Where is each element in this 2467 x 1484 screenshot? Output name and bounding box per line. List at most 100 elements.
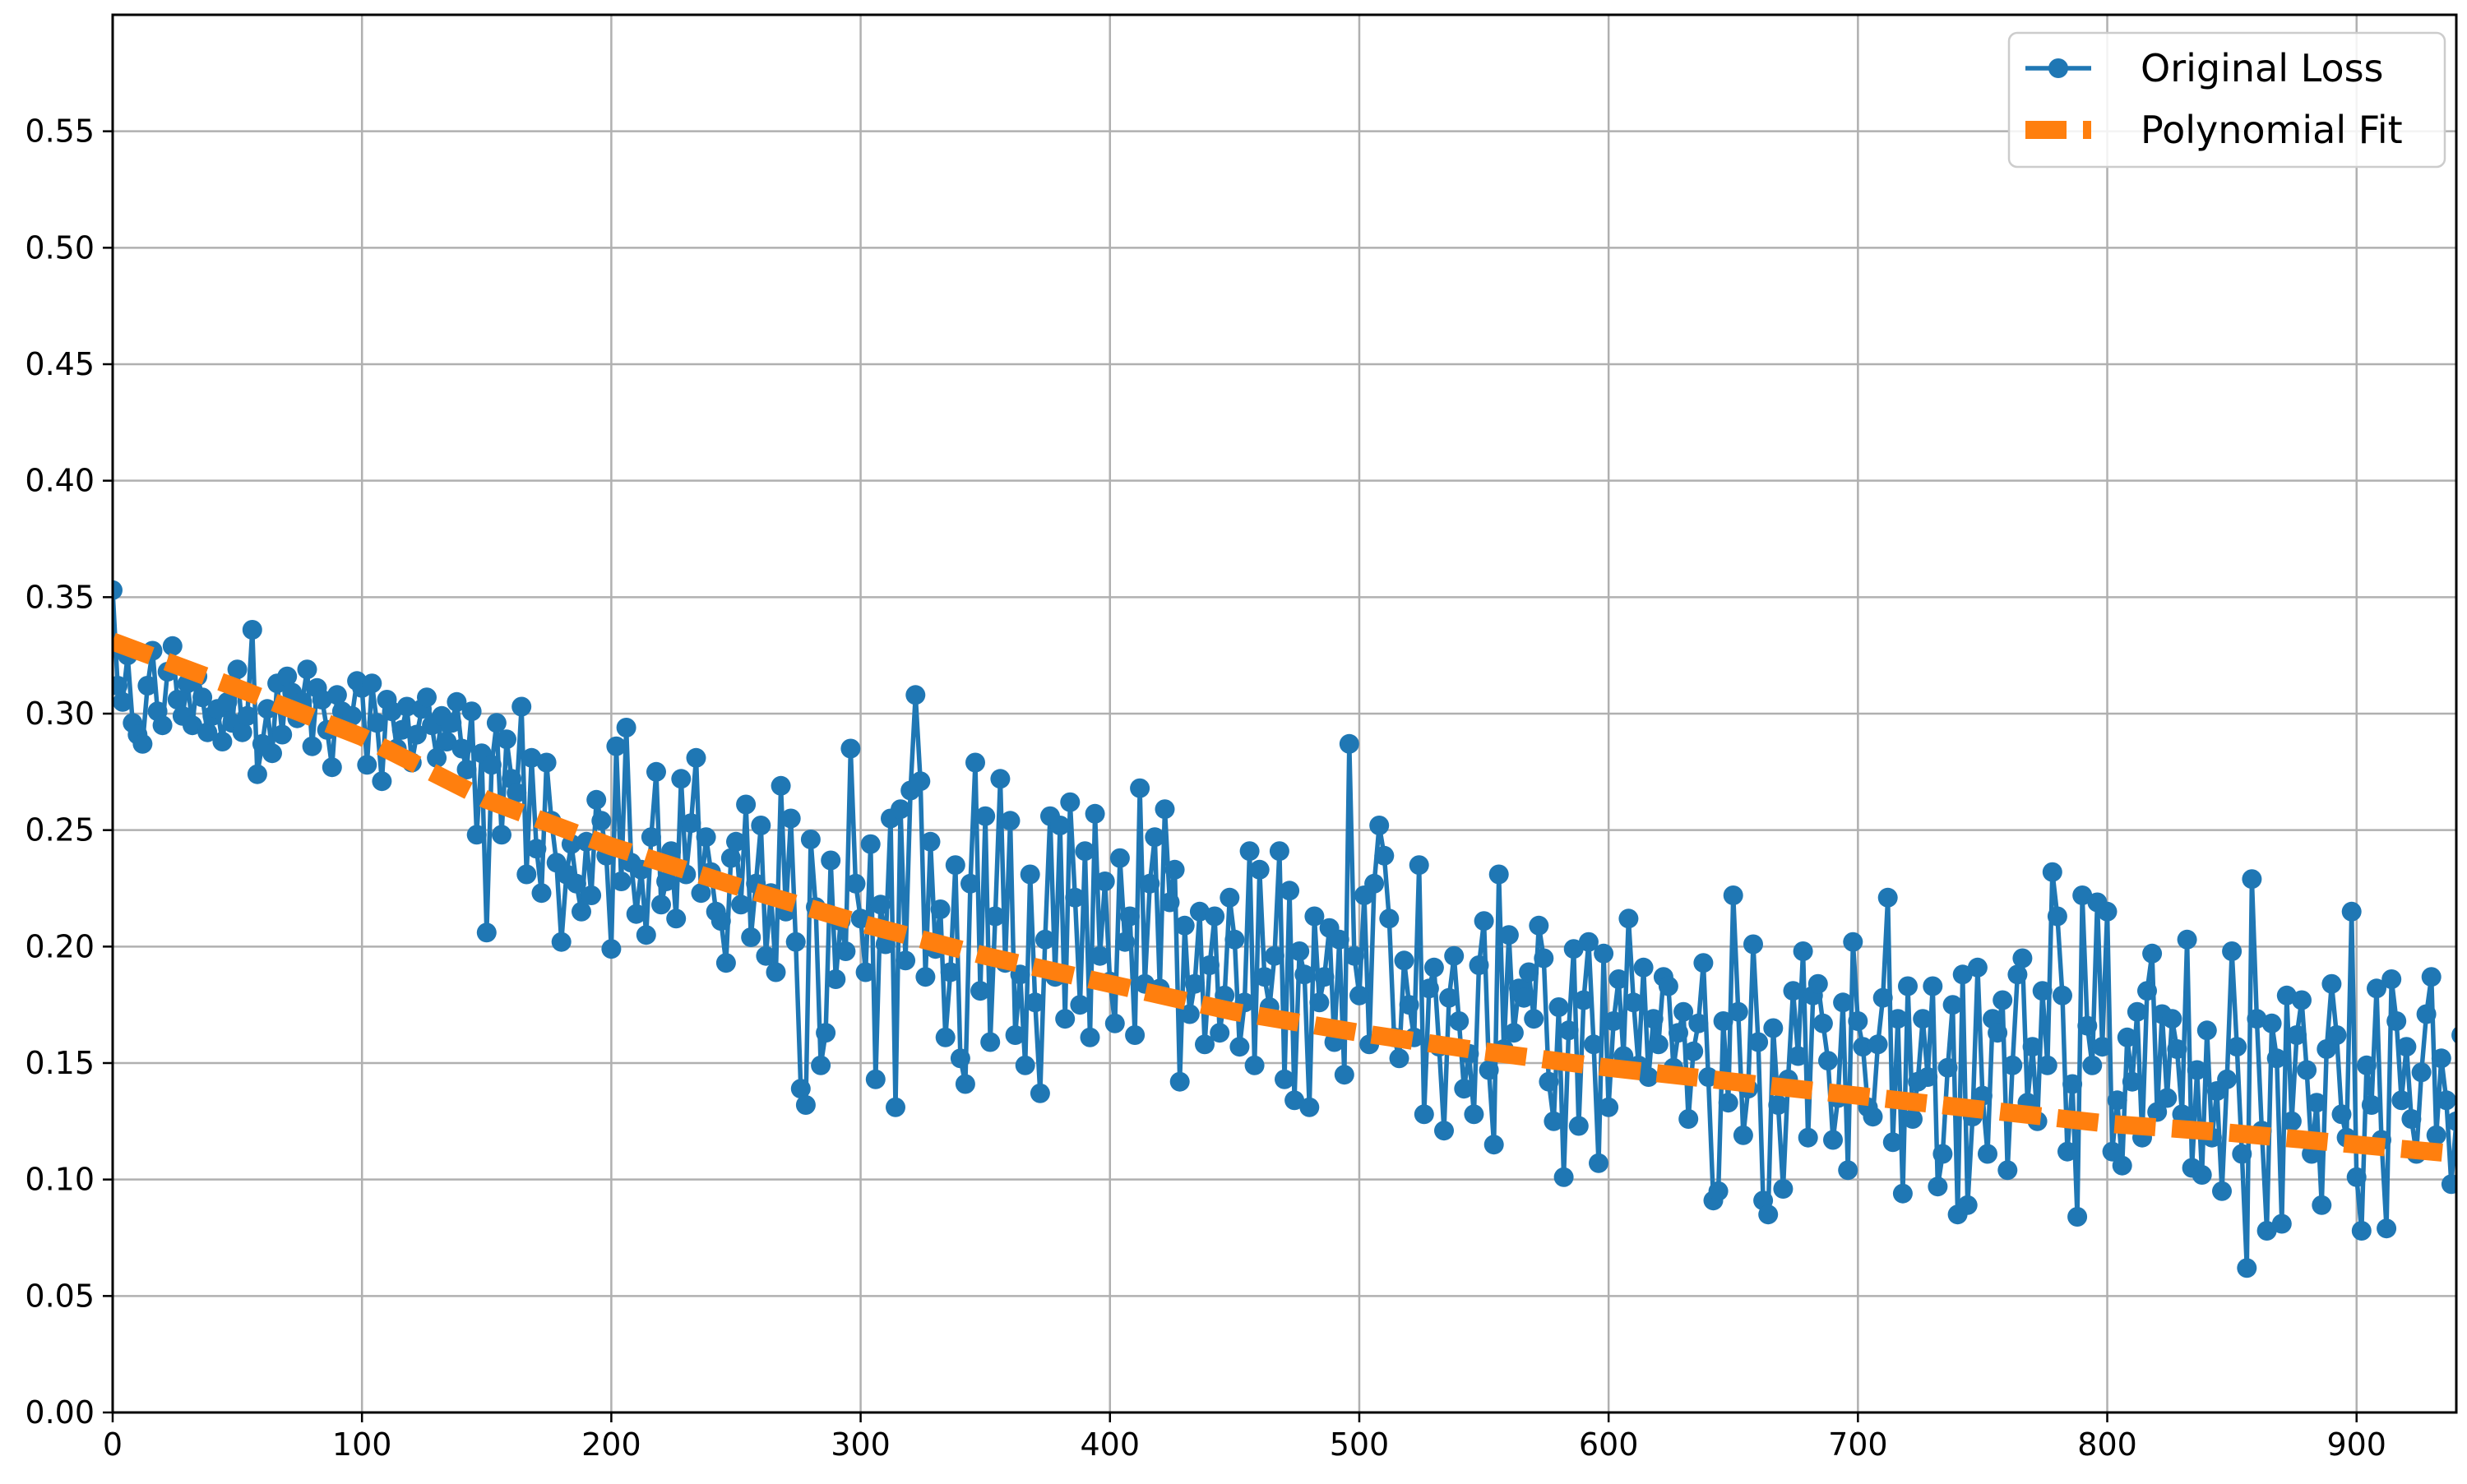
original-loss-point <box>2386 1011 2407 1031</box>
original-loss-point <box>1887 1009 1908 1029</box>
original-loss-point <box>1584 1034 1604 1055</box>
original-loss-point <box>1993 990 2013 1010</box>
original-loss-point <box>312 690 332 710</box>
original-loss-point <box>1558 1020 1579 1041</box>
original-loss-point <box>681 813 701 834</box>
original-loss-point <box>1838 1160 1858 1181</box>
original-loss-point <box>1025 992 1045 1013</box>
original-loss-point <box>1369 816 1390 835</box>
y-tick-label: 0.15 <box>25 1045 95 1081</box>
original-loss-point <box>551 932 572 952</box>
series-polynomial-fit <box>113 632 2456 1163</box>
original-loss-point <box>516 864 537 885</box>
original-loss-point <box>905 685 926 705</box>
original-loss-point <box>1224 929 1245 950</box>
original-loss-point <box>391 719 412 740</box>
original-loss-point <box>2261 1013 2282 1033</box>
original-loss-point <box>821 850 841 871</box>
original-loss-point <box>2346 1167 2367 1187</box>
original-loss-point <box>1055 1009 1076 1029</box>
original-loss-point <box>1807 973 1828 994</box>
original-loss-point <box>780 808 801 829</box>
original-loss-point <box>212 732 233 751</box>
original-loss-point <box>456 760 477 779</box>
original-loss-point <box>666 908 687 929</box>
original-loss-point <box>1669 1023 1688 1043</box>
original-loss-point <box>1942 995 1963 1015</box>
original-loss-point <box>232 722 252 742</box>
original-loss-point <box>1892 1183 1913 1204</box>
original-loss-point <box>2331 1104 2352 1125</box>
original-loss-point <box>1280 881 1300 901</box>
original-loss-point <box>2117 1027 2137 1047</box>
original-loss-point <box>646 761 666 782</box>
original-loss-point <box>845 873 866 894</box>
original-loss-point <box>247 764 267 784</box>
original-loss-point <box>1304 906 1325 927</box>
original-loss-point <box>1997 1160 2018 1181</box>
original-loss-point <box>1488 864 1509 885</box>
original-loss-point <box>1394 950 1414 971</box>
original-loss-point <box>566 873 586 894</box>
original-loss-point <box>860 834 881 854</box>
original-loss-point <box>1399 995 1419 1015</box>
original-loss-point <box>1898 976 1918 996</box>
original-loss-point <box>1249 859 1270 880</box>
original-loss-point <box>1539 1071 1559 1092</box>
original-loss-point <box>870 895 891 915</box>
original-loss-point <box>372 771 392 792</box>
original-loss-point <box>1130 778 1150 798</box>
original-loss-point <box>2292 990 2312 1010</box>
original-loss-point <box>1015 1055 1035 1075</box>
original-loss-point <box>242 620 262 640</box>
original-loss-point <box>1125 1025 1146 1045</box>
original-loss-point <box>1205 906 1225 927</box>
original-loss-point <box>451 738 472 759</box>
original-loss-point <box>1928 1177 1948 1197</box>
original-loss-point <box>1643 1009 1664 1029</box>
original-loss-point <box>277 666 298 687</box>
original-loss-point <box>1743 934 1763 955</box>
original-loss-point <box>1733 1125 1753 1145</box>
original-loss-point <box>910 771 931 792</box>
original-loss-point <box>741 927 761 947</box>
original-loss-point <box>1877 887 1898 908</box>
legend-box <box>2007 31 2446 169</box>
x-tick-label: 300 <box>831 1426 891 1463</box>
original-loss-point <box>1344 945 1364 966</box>
legend-item: Polynomial Fit <box>2025 108 2403 152</box>
original-loss-point <box>855 962 876 982</box>
original-loss-point <box>2112 1155 2132 1176</box>
original-loss-point <box>1923 976 1943 996</box>
original-loss-point <box>1967 957 1988 978</box>
original-loss-point <box>2416 1004 2437 1024</box>
original-loss-point <box>2212 1181 2232 1201</box>
original-loss-point <box>920 831 941 852</box>
original-loss-point <box>2172 1104 2192 1125</box>
original-loss-point <box>1104 1013 1125 1033</box>
original-loss-point <box>2067 1207 2088 1227</box>
original-loss-point <box>1220 887 1240 908</box>
original-loss-point <box>2177 929 2197 950</box>
x-tick-label: 100 <box>332 1426 392 1463</box>
original-loss-point <box>686 747 706 768</box>
original-loss-point <box>1788 1046 1808 1066</box>
original-loss-point <box>1120 906 1140 927</box>
original-loss-point <box>1439 987 1460 1008</box>
original-loss-point <box>1080 1027 1100 1047</box>
original-loss-point <box>1783 981 1803 1001</box>
original-loss-point <box>1164 859 1185 880</box>
original-loss-point <box>886 1097 905 1117</box>
original-loss-point <box>651 895 671 915</box>
original-loss-point <box>656 871 677 891</box>
original-loss-point <box>2256 1221 2277 1241</box>
original-loss-point <box>960 873 980 894</box>
original-loss-point <box>2391 1090 2412 1111</box>
original-loss-point <box>1483 1135 1504 1155</box>
original-loss-point <box>1020 864 1040 885</box>
original-loss-point <box>2276 985 2297 1006</box>
x-tick-label: 500 <box>1330 1426 1390 1463</box>
original-loss-point <box>2102 1141 2122 1162</box>
y-tick-label: 0.30 <box>25 696 95 732</box>
